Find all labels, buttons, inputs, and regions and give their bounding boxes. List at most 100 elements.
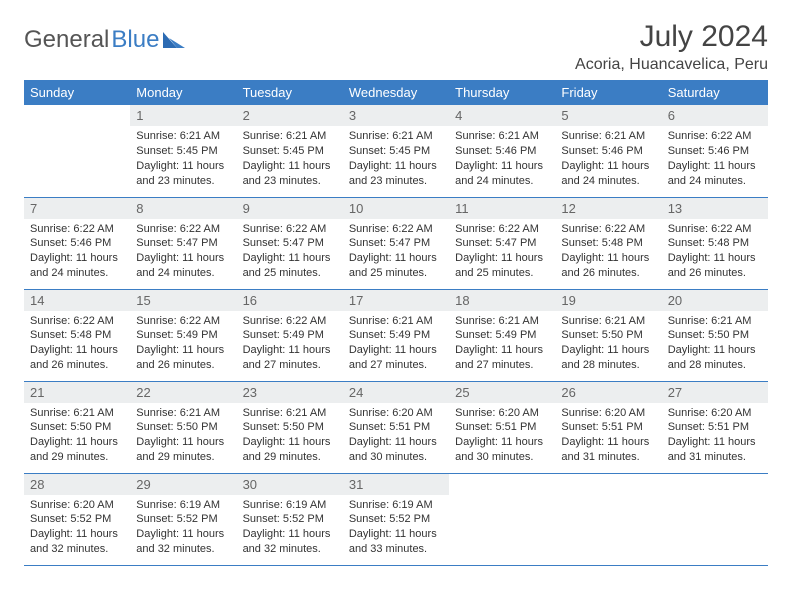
day-details: Sunrise: 6:21 AMSunset: 5:49 PMDaylight:… [449, 311, 555, 378]
day-number: 3 [343, 105, 449, 126]
day-number: 13 [662, 198, 768, 219]
calendar-cell: 28 Sunrise: 6:20 AMSunset: 5:52 PMDayligh… [24, 473, 130, 565]
day-details: Sunrise: 6:22 AMSunset: 5:46 PMDaylight:… [662, 126, 768, 193]
daylight-text: Daylight: 11 hours and 31 minutes. [561, 435, 655, 465]
day-number: 1 [130, 105, 236, 126]
day-details: Sunrise: 6:21 AMSunset: 5:45 PMDaylight:… [237, 126, 343, 193]
daylight-text: Daylight: 11 hours and 29 minutes. [243, 435, 337, 465]
sunset-text: Sunset: 5:50 PM [561, 328, 655, 343]
sunrise-text: Sunrise: 6:21 AM [455, 314, 549, 329]
col-sunday: Sunday [24, 80, 130, 105]
sunset-text: Sunset: 5:52 PM [30, 512, 124, 527]
day-number: 26 [555, 382, 661, 403]
daylight-text: Daylight: 11 hours and 29 minutes. [136, 435, 230, 465]
daylight-text: Daylight: 11 hours and 23 minutes. [243, 159, 337, 189]
sunrise-text: Sunrise: 6:21 AM [30, 406, 124, 421]
sunset-text: Sunset: 5:52 PM [243, 512, 337, 527]
daylight-text: Daylight: 11 hours and 26 minutes. [668, 251, 762, 281]
day-number: 15 [130, 290, 236, 311]
calendar-table: Sunday Monday Tuesday Wednesday Thursday… [24, 80, 768, 566]
daylight-text: Daylight: 11 hours and 24 minutes. [561, 159, 655, 189]
day-number: 22 [130, 382, 236, 403]
day-details: Sunrise: 6:22 AMSunset: 5:47 PMDaylight:… [237, 219, 343, 286]
brand-part1: General [24, 26, 109, 54]
day-details: Sunrise: 6:21 AMSunset: 5:49 PMDaylight:… [343, 311, 449, 378]
sunrise-text: Sunrise: 6:22 AM [455, 222, 549, 237]
daylight-text: Daylight: 11 hours and 26 minutes. [136, 343, 230, 373]
sunrise-text: Sunrise: 6:21 AM [136, 406, 230, 421]
calendar-cell: 3Sunrise: 6:21 AMSunset: 5:45 PMDaylight… [343, 105, 449, 197]
calendar-week: 28Sunrise: 6:20 AMSunset: 5:52 PMDayligh… [24, 473, 768, 565]
sunset-text: Sunset: 5:49 PM [136, 328, 230, 343]
day-details: Sunrise: 6:22 AMSunset: 5:48 PMDaylight:… [24, 311, 130, 378]
sunrise-text: Sunrise: 6:22 AM [30, 222, 124, 237]
day-number: 11 [449, 198, 555, 219]
calendar-cell: 12Sunrise: 6:22 AMSunset: 5:48 PMDayligh… [555, 197, 661, 289]
sunrise-text: Sunrise: 6:20 AM [455, 406, 549, 421]
calendar-cell: 11Sunrise: 6:22 AMSunset: 5:47 PMDayligh… [449, 197, 555, 289]
month-title: July 2024 [575, 20, 768, 54]
sunset-text: Sunset: 5:45 PM [136, 144, 230, 159]
calendar-cell: 24Sunrise: 6:20 AMSunset: 5:51 PMDayligh… [343, 381, 449, 473]
day-number: 31 [343, 474, 449, 495]
sunset-text: Sunset: 5:50 PM [136, 420, 230, 435]
calendar-cell: 13Sunrise: 6:22 AMSunset: 5:48 PMDayligh… [662, 197, 768, 289]
logo-sail-icon [163, 30, 185, 50]
day-details: Sunrise: 6:21 AMSunset: 5:50 PMDaylight:… [662, 311, 768, 378]
calendar-week: 14Sunrise: 6:22 AMSunset: 5:48 PMDayligh… [24, 289, 768, 381]
sunrise-text: Sunrise: 6:21 AM [349, 129, 443, 144]
calendar-cell: 15Sunrise: 6:22 AMSunset: 5:49 PMDayligh… [130, 289, 236, 381]
daylight-text: Daylight: 11 hours and 25 minutes. [455, 251, 549, 281]
calendar-header-row: Sunday Monday Tuesday Wednesday Thursday… [24, 80, 768, 105]
calendar-cell: 19Sunrise: 6:21 AMSunset: 5:50 PMDayligh… [555, 289, 661, 381]
day-number: 4 [449, 105, 555, 126]
sunset-text: Sunset: 5:46 PM [561, 144, 655, 159]
calendar-cell: 18Sunrise: 6:21 AMSunset: 5:49 PMDayligh… [449, 289, 555, 381]
day-details: Sunrise: 6:21 AMSunset: 5:50 PMDaylight:… [555, 311, 661, 378]
daylight-text: Daylight: 11 hours and 28 minutes. [561, 343, 655, 373]
sunset-text: Sunset: 5:50 PM [243, 420, 337, 435]
sunrise-text: Sunrise: 6:20 AM [30, 498, 124, 513]
daylight-text: Daylight: 11 hours and 30 minutes. [455, 435, 549, 465]
daylight-text: Daylight: 11 hours and 24 minutes. [668, 159, 762, 189]
daylight-text: Daylight: 11 hours and 27 minutes. [243, 343, 337, 373]
sunrise-text: Sunrise: 6:21 AM [561, 314, 655, 329]
day-number: 28 [24, 474, 130, 495]
sunrise-text: Sunrise: 6:21 AM [136, 129, 230, 144]
calendar-cell: 27Sunrise: 6:20 AMSunset: 5:51 PMDayligh… [662, 381, 768, 473]
daylight-text: Daylight: 11 hours and 26 minutes. [30, 343, 124, 373]
day-details: Sunrise: 6:22 AMSunset: 5:47 PMDaylight:… [449, 219, 555, 286]
daylight-text: Daylight: 11 hours and 25 minutes. [349, 251, 443, 281]
sunrise-text: Sunrise: 6:22 AM [349, 222, 443, 237]
calendar-cell: 7Sunrise: 6:22 AMSunset: 5:46 PMDaylight… [24, 197, 130, 289]
day-details: Sunrise: 6:21 AMSunset: 5:46 PMDaylight:… [449, 126, 555, 193]
sunrise-text: Sunrise: 6:19 AM [349, 498, 443, 513]
day-number: 12 [555, 198, 661, 219]
calendar-cell: 25Sunrise: 6:20 AMSunset: 5:51 PMDayligh… [449, 381, 555, 473]
day-details: Sunrise: 6:21 AMSunset: 5:45 PMDaylight:… [343, 126, 449, 193]
sunset-text: Sunset: 5:47 PM [349, 236, 443, 251]
day-details: Sunrise: 6:20 AMSunset: 5:51 PMDaylight:… [555, 403, 661, 470]
daylight-text: Daylight: 11 hours and 32 minutes. [30, 527, 124, 557]
col-saturday: Saturday [662, 80, 768, 105]
daylight-text: Daylight: 11 hours and 33 minutes. [349, 527, 443, 557]
location-subtitle: Acoria, Huancavelica, Peru [575, 56, 768, 74]
daylight-text: Daylight: 11 hours and 24 minutes. [455, 159, 549, 189]
calendar-cell: 30Sunrise: 6:19 AMSunset: 5:52 PMDayligh… [237, 473, 343, 565]
sunset-text: Sunset: 5:51 PM [668, 420, 762, 435]
col-thursday: Thursday [449, 80, 555, 105]
calendar-cell [449, 473, 555, 565]
day-number: 27 [662, 382, 768, 403]
day-number: 2 [237, 105, 343, 126]
col-friday: Friday [555, 80, 661, 105]
sunset-text: Sunset: 5:48 PM [668, 236, 762, 251]
day-details: Sunrise: 6:22 AMSunset: 5:48 PMDaylight:… [555, 219, 661, 286]
sunset-text: Sunset: 5:46 PM [455, 144, 549, 159]
sunset-text: Sunset: 5:45 PM [243, 144, 337, 159]
sunset-text: Sunset: 5:49 PM [455, 328, 549, 343]
sunrise-text: Sunrise: 6:22 AM [243, 222, 337, 237]
calendar-cell [24, 105, 130, 197]
sunset-text: Sunset: 5:50 PM [668, 328, 762, 343]
sunrise-text: Sunrise: 6:21 AM [455, 129, 549, 144]
sunset-text: Sunset: 5:47 PM [136, 236, 230, 251]
